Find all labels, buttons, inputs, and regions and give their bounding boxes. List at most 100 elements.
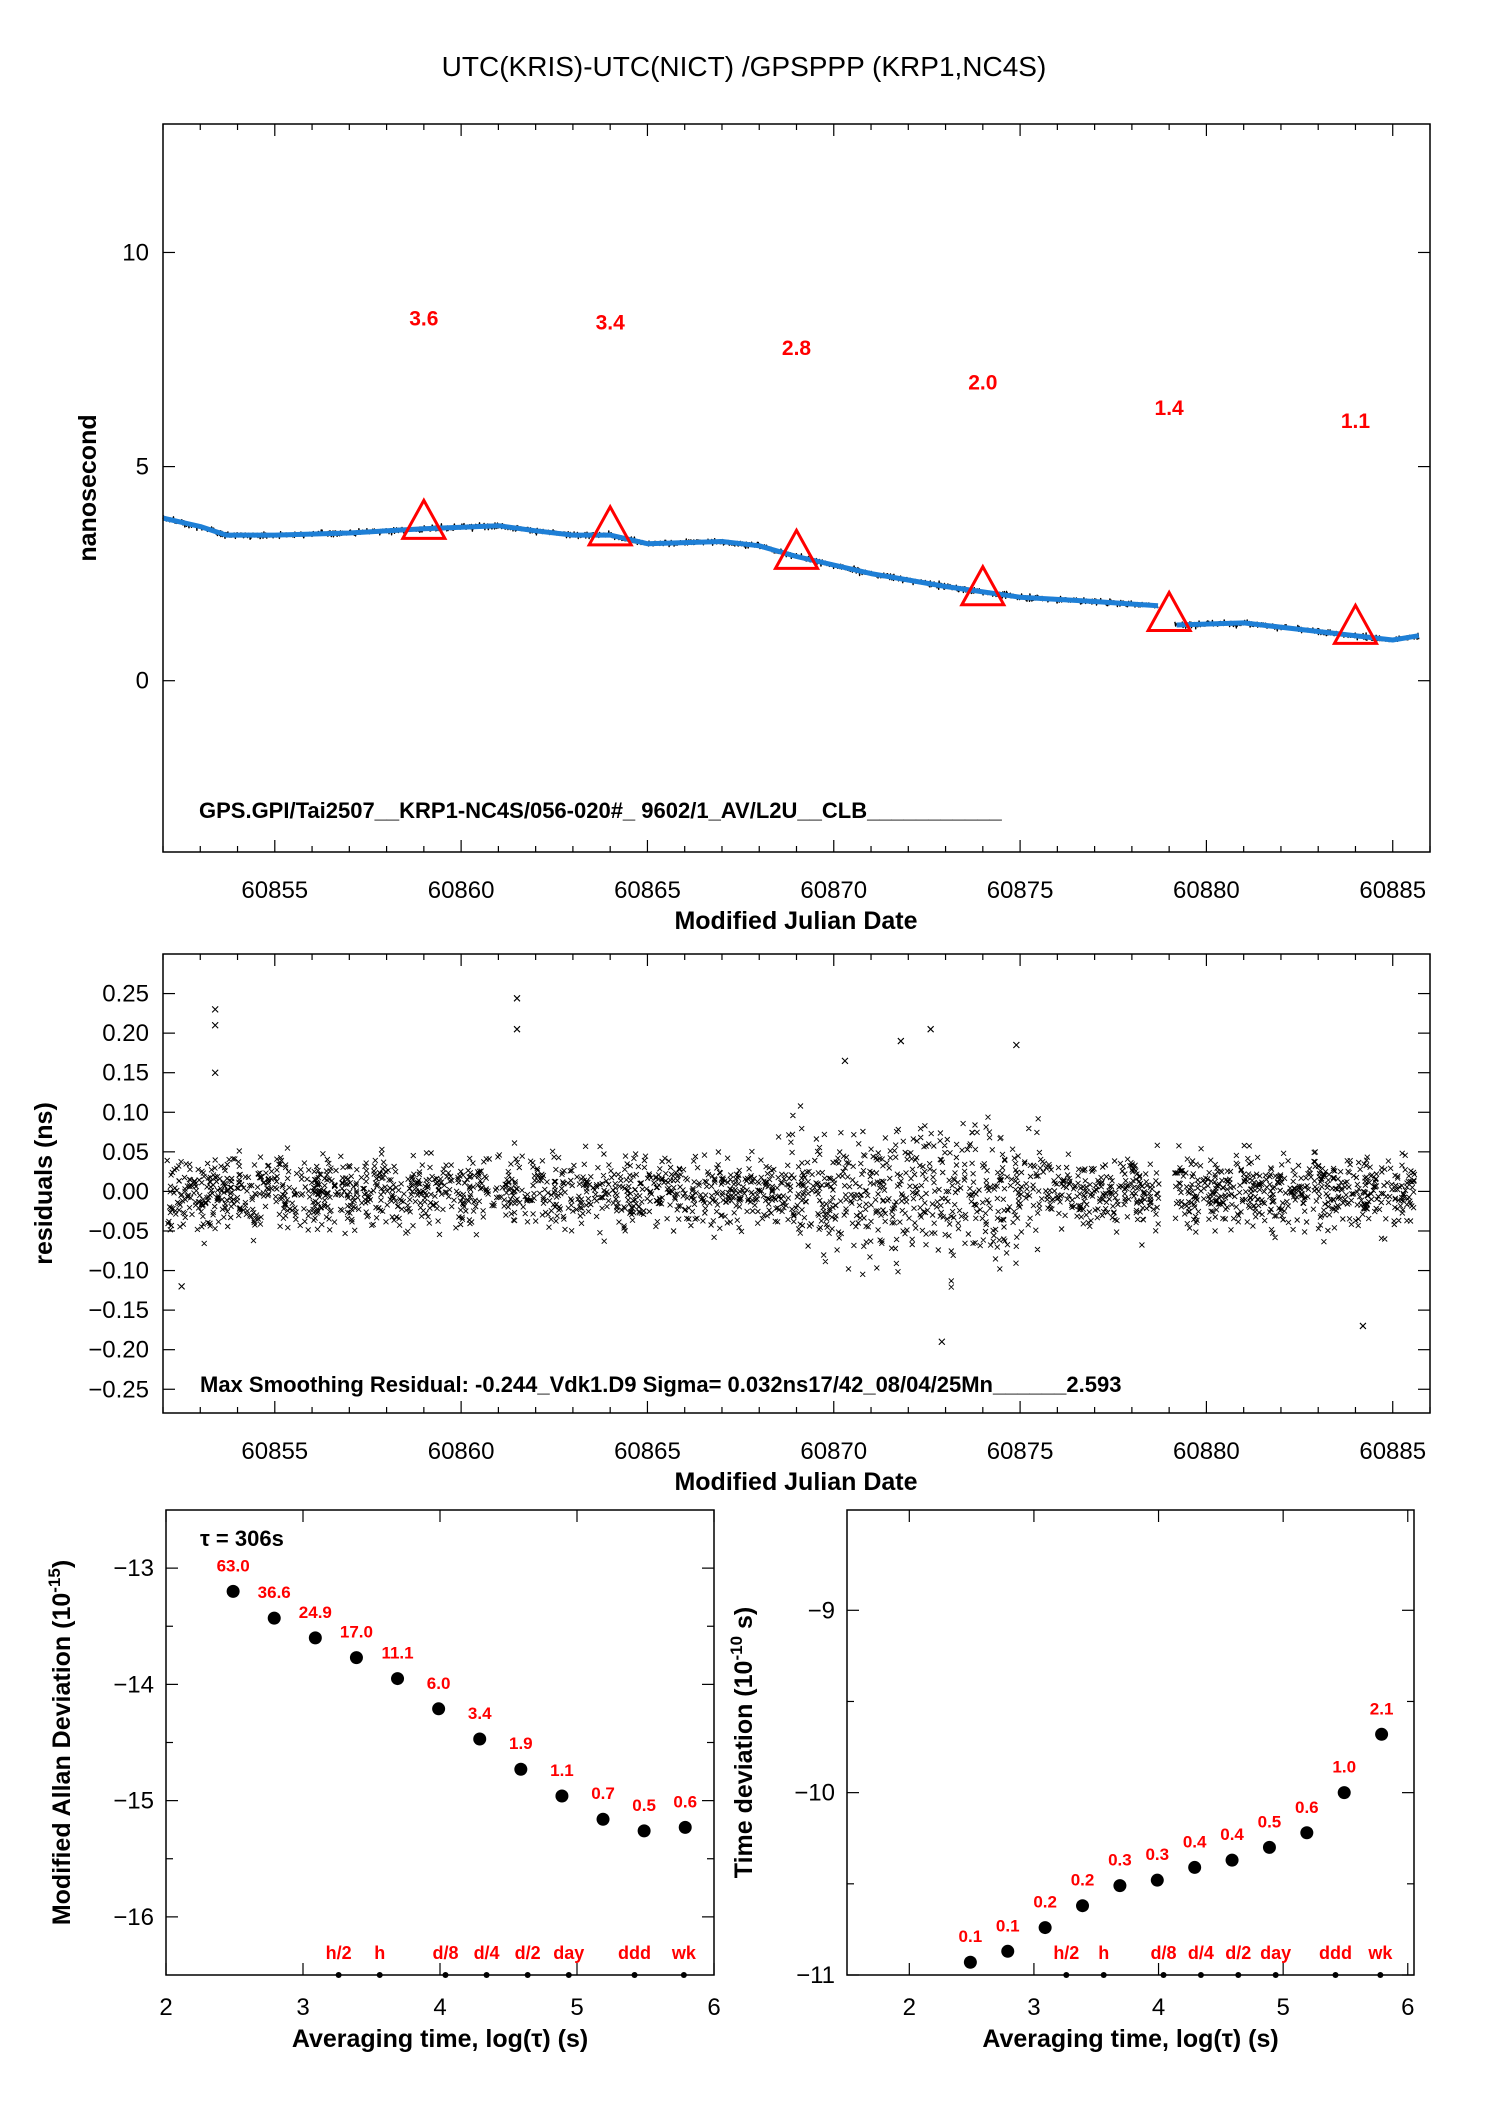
x-tick-label: 60855 — [241, 1438, 308, 1465]
residual-outlier-point — [513, 1025, 521, 1033]
x-axis-label: Averaging time, log(τ) (s) — [982, 2025, 1278, 2053]
deviation-value-label: 0.1 — [959, 1927, 983, 1946]
x-tick-label: 60860 — [428, 1438, 495, 1465]
marker-value-label: 2.8 — [782, 337, 812, 360]
residual-outlier-point — [1012, 1041, 1020, 1049]
span-label: h — [374, 1943, 385, 1963]
residual-outlier-point — [513, 994, 521, 1002]
y-axis-label: Modified Allan Deviation (10-15) — [45, 1560, 76, 1925]
deviation-point — [637, 1824, 651, 1838]
x-tick-label: 60885 — [1359, 877, 1426, 904]
x-tick-label: 60865 — [614, 1438, 681, 1465]
marker-value-label: 3.6 — [409, 307, 438, 330]
y-tick-label: 10 — [122, 239, 149, 266]
deviation-point — [432, 1702, 446, 1716]
deviation-point — [1225, 1853, 1239, 1867]
deviation-value-label: 36.6 — [258, 1583, 291, 1602]
x-axis-label: Modified Julian Date — [674, 1468, 917, 1496]
deviation-value-label: 0.3 — [1108, 1851, 1132, 1870]
marker-value-label: 3.4 — [596, 312, 626, 335]
residual-outlier-point — [841, 1057, 849, 1065]
deviation-value-label: 0.3 — [1145, 1845, 1169, 1864]
triangle-marker — [772, 527, 821, 570]
x-tick-label: 60865 — [614, 877, 681, 904]
span-label: wk — [1367, 1943, 1393, 1963]
deviation-value-label: 2.1 — [1370, 1699, 1394, 1718]
y-tick-label: 0 — [136, 668, 149, 695]
deviation-value-label: 0.5 — [632, 1796, 656, 1815]
residual-outlier-point — [938, 1338, 946, 1346]
smoothed-trace — [1176, 620, 1420, 643]
x-tick-label: 60880 — [1173, 877, 1240, 904]
marker-value-label: 2.0 — [968, 372, 997, 395]
y-tick-label: −9 — [808, 1597, 835, 1624]
plot-frame — [162, 123, 1431, 853]
y-tick-label: −16 — [113, 1904, 154, 1931]
span-label: d/2 — [1225, 1943, 1251, 1963]
y-tick-label: −10 — [794, 1780, 835, 1807]
residual-outlier-point — [897, 1037, 905, 1045]
deviation-value-label: 1.0 — [1332, 1758, 1356, 1777]
span-label: day — [1260, 1943, 1291, 1963]
y-tick-label: 5 — [136, 454, 149, 481]
deviation-point — [678, 1820, 692, 1834]
deviation-point — [1188, 1860, 1202, 1874]
triangle-marker — [1145, 589, 1193, 632]
panel-annotation: Max Smoothing Residual: -0.244_Vdk1.D9 S… — [200, 1372, 1121, 1397]
x-tick-label: 2 — [903, 1994, 916, 2021]
deviation-point — [1337, 1786, 1351, 1800]
figure-title: UTC(KRIS)-UTC(NICT) /GPSPPP (KRP1,NC4S) — [442, 51, 1047, 82]
y-tick-label: −0.05 — [88, 1218, 149, 1245]
span-label: h/2 — [326, 1943, 352, 1963]
deviation-point — [1262, 1840, 1276, 1854]
x-axis-label: Averaging time, log(τ) (s) — [292, 2025, 588, 2053]
triangle-marker — [400, 497, 448, 540]
x-tick-label: 3 — [296, 1994, 309, 2021]
x-tick-label: 60875 — [987, 877, 1054, 904]
deviation-value-label: 63.0 — [217, 1556, 250, 1575]
y-axis-label: nanosecond — [74, 414, 102, 561]
deviation-value-label: 24.9 — [299, 1603, 332, 1622]
span-label: d/8 — [1151, 1943, 1177, 1963]
y-tick-label: 0.15 — [102, 1060, 149, 1087]
deviation-point — [963, 1955, 977, 1969]
deviation-value-label: 0.6 — [673, 1792, 697, 1811]
panel-annotation: GPS.GPI/Tai2507__KRP1-NC4S/056-020#_ 960… — [199, 798, 1002, 823]
span-label: ddd — [618, 1943, 651, 1963]
deviation-point — [1113, 1879, 1127, 1893]
x-tick-label: 6 — [1401, 1994, 1414, 2021]
x-tick-label: 6 — [707, 1994, 720, 2021]
deviation-point — [349, 1651, 363, 1665]
triangle-marker — [586, 503, 634, 547]
span-label: d/8 — [432, 1943, 458, 1963]
y-tick-label: −0.25 — [88, 1376, 149, 1403]
y-tick-label: −15 — [113, 1788, 154, 1815]
deviation-point — [555, 1789, 569, 1803]
panel-modified-allan-deviation: 2 3 4 5 6 −13 −14 −15 −16 63.0 36.6 24.9 17.0 11.1 6.0… — [45, 1509, 721, 2053]
deviation-point — [1150, 1873, 1164, 1887]
residual-outlier-point — [211, 1006, 219, 1013]
deviation-value-label: 17.0 — [340, 1623, 373, 1642]
x-tick-label: 60885 — [1359, 1438, 1426, 1465]
plot-frame — [165, 1509, 715, 1976]
smoothed-trace — [162, 515, 1159, 609]
deviation-point — [1300, 1826, 1314, 1840]
deviation-point — [1375, 1727, 1389, 1741]
deviation-point — [391, 1672, 405, 1686]
y-axis-label: Time deviation (10-10 s) — [727, 1607, 758, 1878]
deviation-value-label: 1.1 — [550, 1761, 574, 1780]
triangle-marker — [959, 563, 1007, 607]
x-tick-label: 4 — [1152, 1994, 1165, 2021]
deviation-value-label: 0.6 — [1295, 1798, 1319, 1817]
x-tick-label: 5 — [1276, 1994, 1289, 2021]
triangle-marker — [1331, 602, 1380, 645]
span-label: ddd — [1319, 1943, 1352, 1963]
panel-time-deviation: 2 3 4 5 6 −9 −10 −11 0.1 0.1 0.2 0.2 0.3 0.3 0.4 0.4 0.5… — [727, 1509, 1415, 2053]
x-tick-label: 60870 — [800, 1438, 867, 1465]
y-tick-label: 0.20 — [102, 1020, 149, 1047]
y-tick-label: −14 — [113, 1671, 154, 1698]
plot-frame — [846, 1509, 1415, 1976]
y-tick-label: −0.15 — [88, 1297, 149, 1324]
x-tick-label: 60875 — [987, 1438, 1054, 1465]
